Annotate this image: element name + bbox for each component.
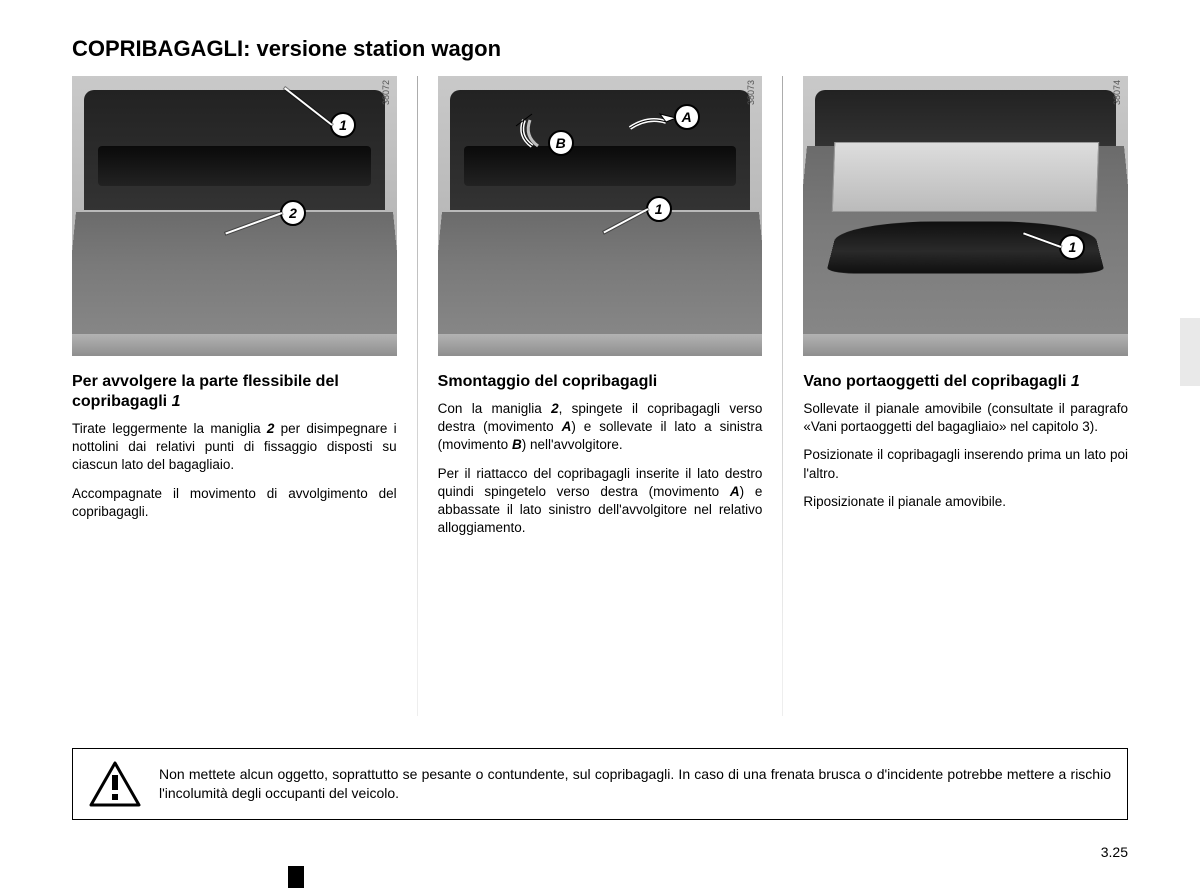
callout-1c: 1 — [1021, 234, 1085, 260]
callout-bubble-a: A — [674, 104, 700, 130]
col3-p3: Riposizionate il pianale amovibile. — [803, 493, 1128, 511]
warning-box: Non mettete alcun oggetto, soprattutto s… — [72, 748, 1128, 820]
col3-p1: Sollevate il pianale amovibile (consulta… — [803, 400, 1128, 436]
callout-1: 1 — [272, 112, 356, 138]
page-title: COPRIBAGAGLI: versione station wagon — [72, 36, 1128, 62]
col2-p1: Con la maniglia 2, spingete il copribaga… — [438, 400, 763, 455]
warning-triangle-icon — [89, 761, 141, 807]
col1-p1: Tirate leggermente la maniglia 2 per dis… — [72, 420, 397, 475]
figure-2: 38073 A B — [438, 76, 763, 356]
col2-heading: Smontaggio del copribagagli — [438, 372, 763, 392]
col1-heading: Per avvolgere la parte flessibile del co… — [72, 372, 397, 412]
column-3: 38074 1 Vano portaoggetti del copribagag… — [803, 76, 1128, 716]
page-number: 3.25 — [1101, 844, 1128, 860]
column-2: 38073 A B — [438, 76, 763, 716]
callout-b: B — [548, 130, 574, 156]
col1-p2: Accompagnate il movimento di avvolgiment… — [72, 485, 397, 521]
col2-p2: Per il riattacco del copribagagli inseri… — [438, 465, 763, 538]
callout-bubble-b: B — [548, 130, 574, 156]
photo-id-3: 38074 — [1112, 80, 1122, 105]
figure-1: 38072 1 2 — [72, 76, 397, 356]
photo-id-1: 38072 — [381, 80, 391, 105]
arrow-a-icon — [626, 112, 680, 140]
callout-a: A — [674, 104, 700, 130]
callout-1b: 1 — [598, 196, 672, 222]
figure-3: 38074 1 — [803, 76, 1128, 356]
callout-bubble-1c: 1 — [1059, 234, 1085, 260]
callout-bubble-2: 2 — [280, 200, 306, 226]
photo-id-2: 38073 — [746, 80, 756, 105]
three-column-layout: 38072 1 2 Per avvolgere la parte flessib… — [72, 76, 1128, 716]
manual-page: COPRIBAGAGLI: versione station wagon 380… — [0, 0, 1200, 716]
warning-text: Non mettete alcun oggetto, soprattutto s… — [159, 765, 1111, 803]
side-tab-marker — [1180, 318, 1200, 386]
callout-2: 2 — [222, 200, 306, 226]
column-divider-1 — [417, 76, 418, 716]
column-divider-2 — [782, 76, 783, 716]
callout-bubble-1b: 1 — [646, 196, 672, 222]
col3-p2: Posizionate il copribagagli inserendo pr… — [803, 446, 1128, 482]
crop-mark — [288, 866, 304, 888]
col3-heading: Vano portaoggetti del copribagagli 1 — [803, 372, 1128, 392]
column-1: 38072 1 2 Per avvolgere la parte flessib… — [72, 76, 397, 716]
callout-bubble-1: 1 — [330, 112, 356, 138]
